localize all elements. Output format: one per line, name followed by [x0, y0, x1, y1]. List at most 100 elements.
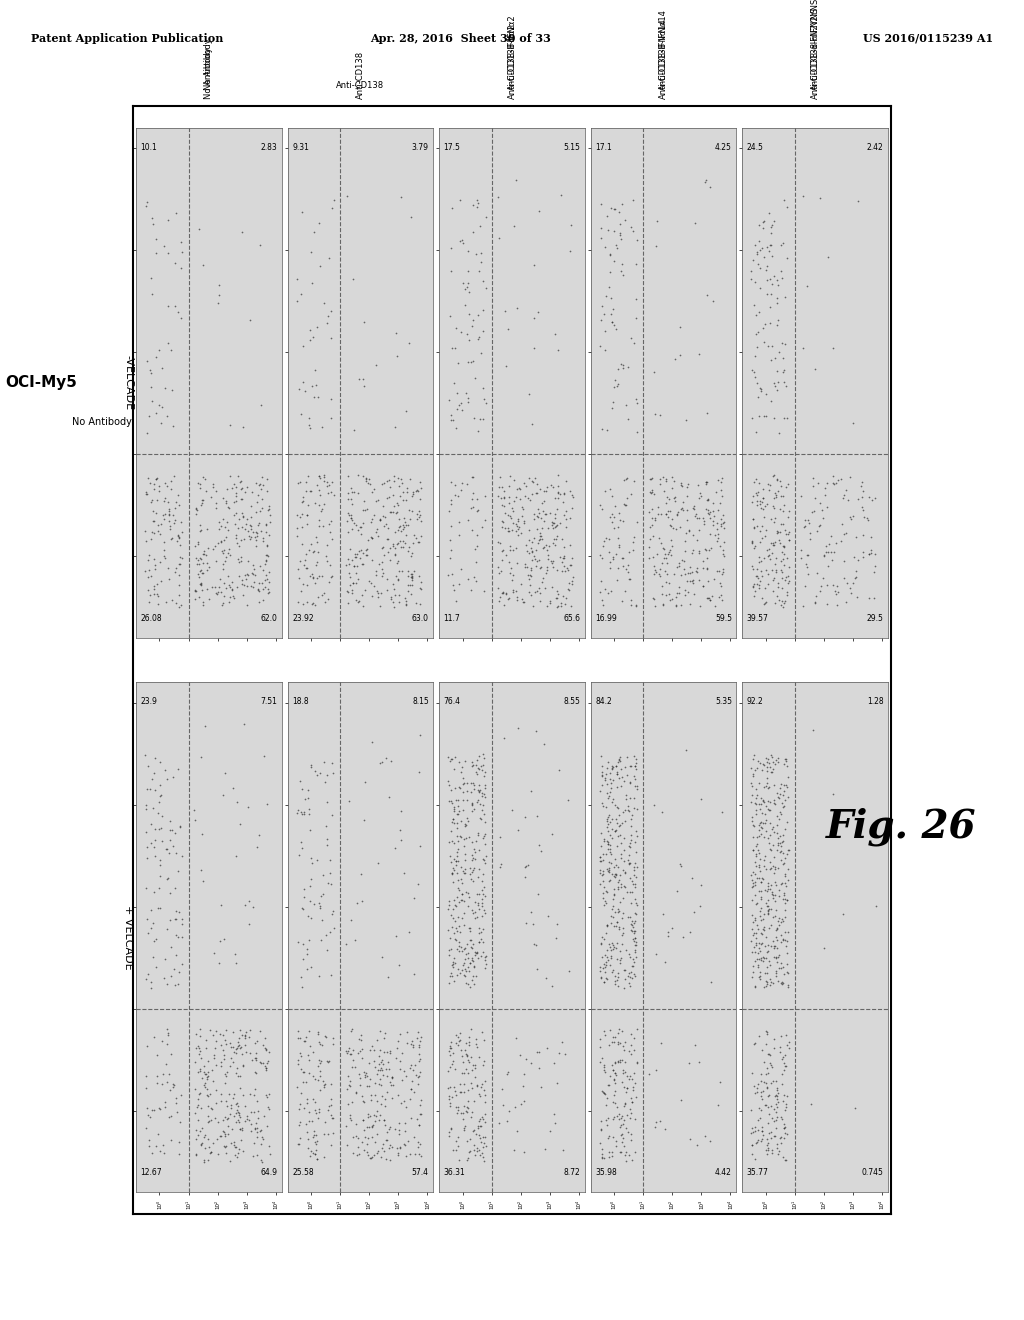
Point: [756, 791, 772, 812]
Point: [456, 781, 472, 803]
Point: [360, 1117, 377, 1138]
Point: [743, 904, 760, 925]
Point: [153, 784, 169, 805]
Point: [295, 335, 311, 356]
Point: [392, 1137, 409, 1158]
Point: [253, 466, 269, 487]
Point: [760, 1044, 776, 1065]
Point: [780, 529, 797, 550]
Point: [445, 858, 462, 879]
Point: [257, 569, 273, 590]
Point: [595, 861, 611, 882]
Point: [314, 1071, 331, 1092]
Point: [324, 752, 340, 774]
Point: [445, 907, 462, 928]
Point: [519, 541, 536, 562]
Point: [312, 762, 329, 783]
Point: [173, 242, 189, 263]
Point: [643, 482, 659, 503]
Point: [443, 862, 460, 883]
Point: [148, 1065, 165, 1086]
Point: [453, 869, 469, 890]
Point: [296, 804, 312, 825]
Point: [240, 565, 256, 586]
Point: [476, 946, 493, 968]
Point: [675, 491, 691, 512]
Point: [624, 911, 640, 932]
Point: [759, 1144, 775, 1166]
Point: [847, 568, 863, 589]
Point: [246, 1084, 262, 1105]
Point: [453, 1039, 469, 1060]
Point: [759, 973, 775, 994]
Point: [403, 486, 420, 507]
Point: [465, 859, 481, 880]
Point: [470, 948, 486, 969]
Point: [592, 1028, 608, 1049]
Point: [145, 913, 162, 935]
Point: [553, 593, 569, 614]
Point: [610, 876, 627, 898]
Point: [616, 968, 633, 989]
Point: [758, 747, 774, 768]
Point: [760, 799, 776, 820]
Point: [344, 494, 360, 515]
Point: [753, 1071, 769, 1092]
Point: [443, 494, 460, 515]
Point: [368, 1106, 384, 1127]
Point: [610, 816, 627, 837]
Point: [751, 578, 767, 599]
Point: [552, 483, 568, 504]
Point: [355, 375, 372, 396]
Point: [338, 1115, 354, 1137]
Point: [500, 1061, 516, 1082]
Point: [170, 759, 186, 780]
Point: [820, 541, 837, 562]
Point: [527, 467, 544, 488]
Point: [159, 1072, 175, 1093]
Point: [458, 383, 474, 404]
Point: [610, 916, 627, 937]
Point: [775, 500, 792, 521]
Point: [754, 793, 770, 814]
Point: [843, 510, 859, 531]
Point: [390, 475, 407, 496]
Point: [753, 1085, 769, 1106]
Point: [237, 1026, 253, 1047]
Point: [139, 1035, 156, 1056]
Point: [716, 545, 732, 566]
Point: [222, 1056, 239, 1077]
Point: [604, 756, 621, 777]
Point: [236, 714, 252, 735]
Point: [166, 296, 182, 317]
Point: [606, 902, 623, 923]
Point: [294, 804, 310, 825]
Point: [460, 569, 476, 590]
Point: [140, 1104, 157, 1125]
Point: [591, 863, 607, 884]
Point: [755, 211, 771, 232]
Point: [387, 537, 403, 558]
Point: [558, 508, 574, 529]
Point: [344, 573, 360, 594]
Text: 29.5: 29.5: [866, 614, 884, 623]
Point: [290, 1134, 306, 1155]
Point: [151, 395, 167, 416]
Point: [656, 1118, 673, 1139]
Point: [840, 490, 856, 511]
Point: [743, 1100, 760, 1121]
Point: [355, 1110, 372, 1131]
Point: [445, 849, 462, 870]
Point: [602, 507, 618, 528]
Point: [233, 488, 250, 510]
Point: [450, 1027, 466, 1048]
Point: [475, 849, 492, 870]
Point: [345, 573, 361, 594]
Point: [248, 1047, 264, 1068]
Point: [595, 843, 611, 865]
Point: [599, 940, 615, 961]
Point: [340, 1093, 356, 1114]
Point: [819, 574, 836, 595]
Point: [605, 1059, 622, 1080]
Point: [827, 581, 844, 602]
